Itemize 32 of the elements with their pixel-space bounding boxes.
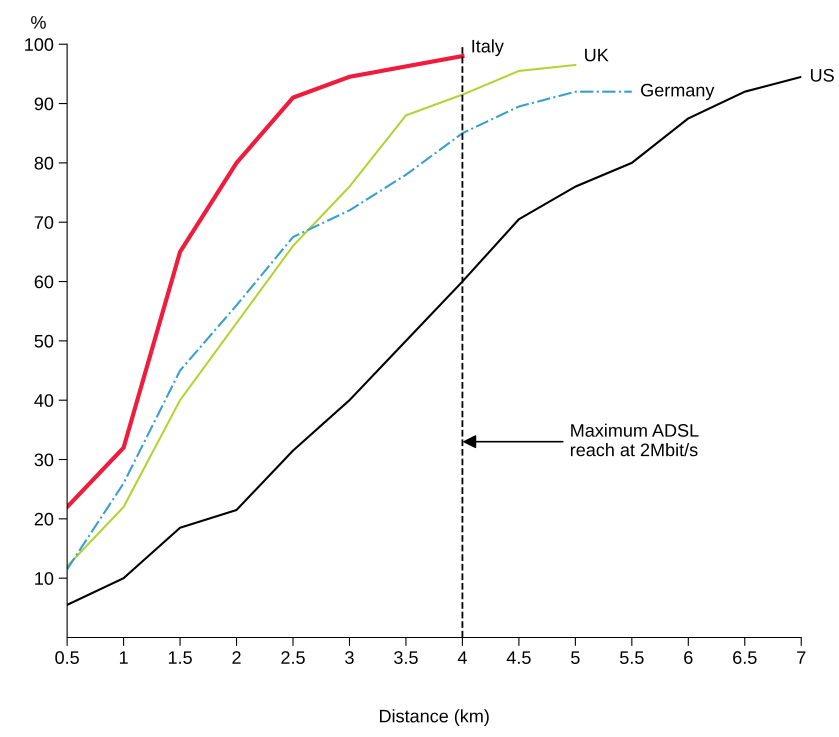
line-series (67, 54, 465, 510)
y-tick-label: 80 (34, 156, 54, 170)
x-tick-label: 5.5 (620, 651, 644, 664)
x-tick-label: 2 (232, 651, 241, 664)
x-tick-label: 7 (797, 651, 806, 664)
series-label: Italy (472, 39, 504, 56)
ref-line-label: Maximum ADSL reach at 2Mbit/s (570, 424, 699, 456)
x-tick-label: 2.5 (281, 651, 305, 664)
y-tick-label: 10 (35, 572, 54, 585)
y-axis-title: % (31, 16, 46, 29)
x-axis-title: Distance (km) (380, 709, 489, 726)
y-tick-label: 40 (34, 394, 54, 407)
y-tick-label: 30 (34, 453, 54, 466)
x-tick-label: 4 (458, 651, 467, 664)
series-label: US (810, 68, 834, 82)
x-tick-label: 6.5 (733, 651, 757, 664)
x-tick-label: 1.5 (168, 651, 192, 664)
y-tick-label: 60 (34, 275, 54, 288)
y-tick-label: 20 (34, 512, 54, 526)
x-tick-label: 1 (120, 651, 128, 664)
x-tick-label: 6 (684, 651, 693, 664)
y-tick-label: 50 (34, 334, 54, 348)
y-tick-label: 90 (34, 97, 54, 110)
y-tick-label: 70 (34, 216, 54, 229)
x-tick-label: 3 (345, 651, 354, 664)
x-tick-label: 4.5 (506, 651, 531, 664)
x-tick-label: 3.5 (394, 651, 418, 664)
x-tick-label: 0.5 (55, 651, 79, 664)
series-label: Germany (641, 84, 714, 100)
x-tick-label: 5 (571, 651, 580, 664)
series-label: UK (585, 48, 609, 62)
y-tick-label: 100 (25, 38, 54, 51)
